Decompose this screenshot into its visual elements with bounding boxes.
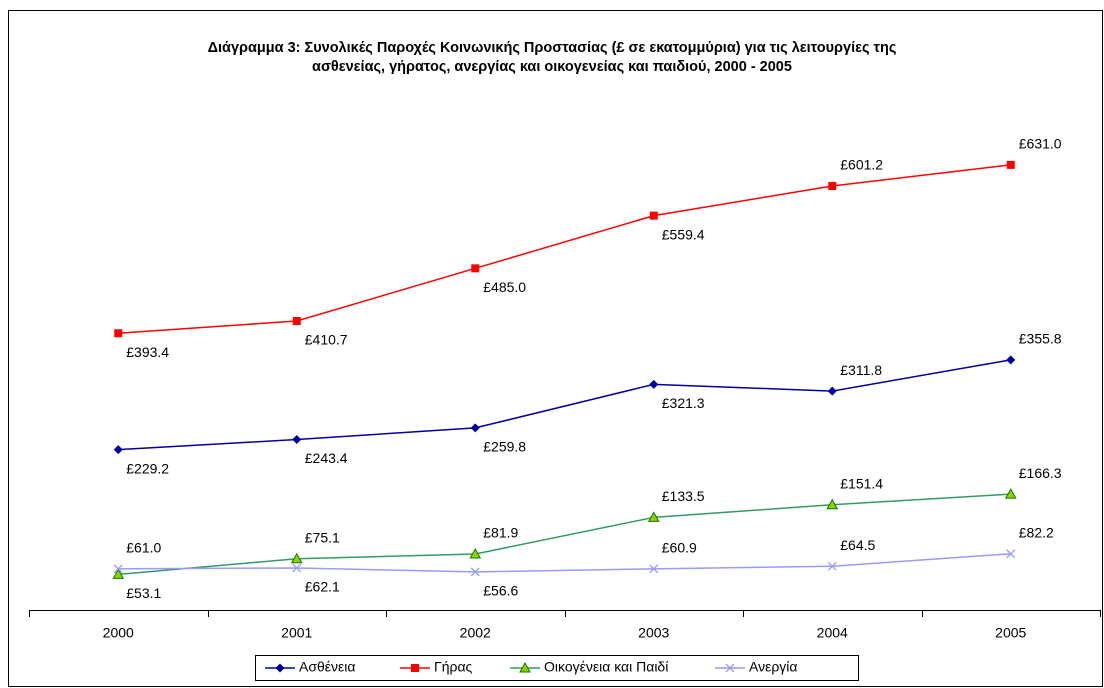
data-label: £64.5 — [840, 537, 875, 553]
data-label: £393.4 — [126, 344, 169, 360]
data-point — [292, 435, 302, 445]
data-label: £321.3 — [662, 395, 705, 411]
data-point — [113, 564, 123, 574]
x-tick-label: 2002 — [460, 625, 491, 641]
data-point — [1006, 355, 1016, 365]
chart-title: ασθενείας, γήρατος, ανεργίας και οικογεν… — [312, 59, 792, 75]
data-label: £559.4 — [662, 226, 705, 242]
legend — [255, 655, 859, 681]
data-label: £53.1 — [126, 585, 161, 601]
data-point — [649, 564, 659, 574]
x-tick-label: 2003 — [638, 625, 669, 641]
data-label: £229.2 — [126, 460, 169, 476]
data-point — [649, 379, 659, 389]
legend-label: Οικογένεια και Παιδί — [544, 659, 668, 675]
data-point — [470, 567, 480, 577]
legend-marker — [411, 664, 419, 672]
legend-marker — [275, 663, 285, 673]
data-point — [113, 445, 123, 455]
data-label: £355.8 — [1019, 331, 1062, 347]
data-label: £601.2 — [840, 157, 883, 173]
data-point — [114, 329, 123, 338]
data-label: £166.3 — [1019, 465, 1062, 481]
data-label: £410.7 — [305, 332, 348, 348]
data-label: £60.9 — [662, 540, 697, 556]
data-point — [647, 511, 660, 522]
legend-label: Ασθένεια — [299, 659, 355, 675]
data-label: £485.0 — [483, 279, 526, 295]
data-point — [828, 182, 837, 191]
data-label: £631.0 — [1019, 136, 1062, 152]
data-point — [827, 386, 837, 396]
data-point — [292, 563, 302, 573]
data-label: £81.9 — [483, 525, 518, 541]
data-point — [826, 498, 839, 510]
data-point — [1006, 160, 1015, 169]
data-label: £243.4 — [305, 450, 348, 466]
data-point — [649, 211, 658, 220]
data-label: £133.5 — [662, 488, 705, 504]
data-label: £75.1 — [305, 529, 340, 545]
data-label: £61.0 — [126, 539, 161, 555]
legend-label: Γήρας — [434, 659, 473, 675]
x-tick-label: 2000 — [103, 625, 134, 641]
series-line — [118, 493, 1011, 576]
data-point — [1006, 549, 1016, 559]
x-tick-label: 2001 — [281, 625, 312, 641]
series-line — [118, 553, 1011, 573]
data-label: £82.2 — [1019, 524, 1054, 540]
legend-marker — [725, 663, 735, 673]
series-line — [118, 164, 1011, 334]
data-label: £311.8 — [840, 362, 882, 378]
data-label: £56.6 — [483, 583, 518, 599]
x-tick-label: 2004 — [817, 625, 848, 641]
data-point — [112, 568, 125, 579]
data-point — [1004, 488, 1017, 499]
x-tick-label: 2005 — [995, 625, 1026, 641]
data-point — [469, 547, 482, 559]
data-point — [471, 264, 480, 273]
chart-title: Διάγραμμα 3: Συνολικές Παροχές Κοινωνική… — [208, 40, 897, 56]
series-line — [118, 359, 1011, 451]
data-label: £62.1 — [305, 579, 340, 595]
data-point — [290, 552, 303, 564]
legend-marker — [519, 661, 531, 673]
data-point — [470, 423, 480, 433]
chart-border — [8, 10, 1103, 687]
data-label: £259.8 — [483, 439, 526, 455]
legend-label: Ανεργία — [749, 659, 798, 675]
data-label: £151.4 — [840, 475, 883, 491]
data-point — [827, 561, 837, 571]
data-point — [292, 316, 301, 325]
